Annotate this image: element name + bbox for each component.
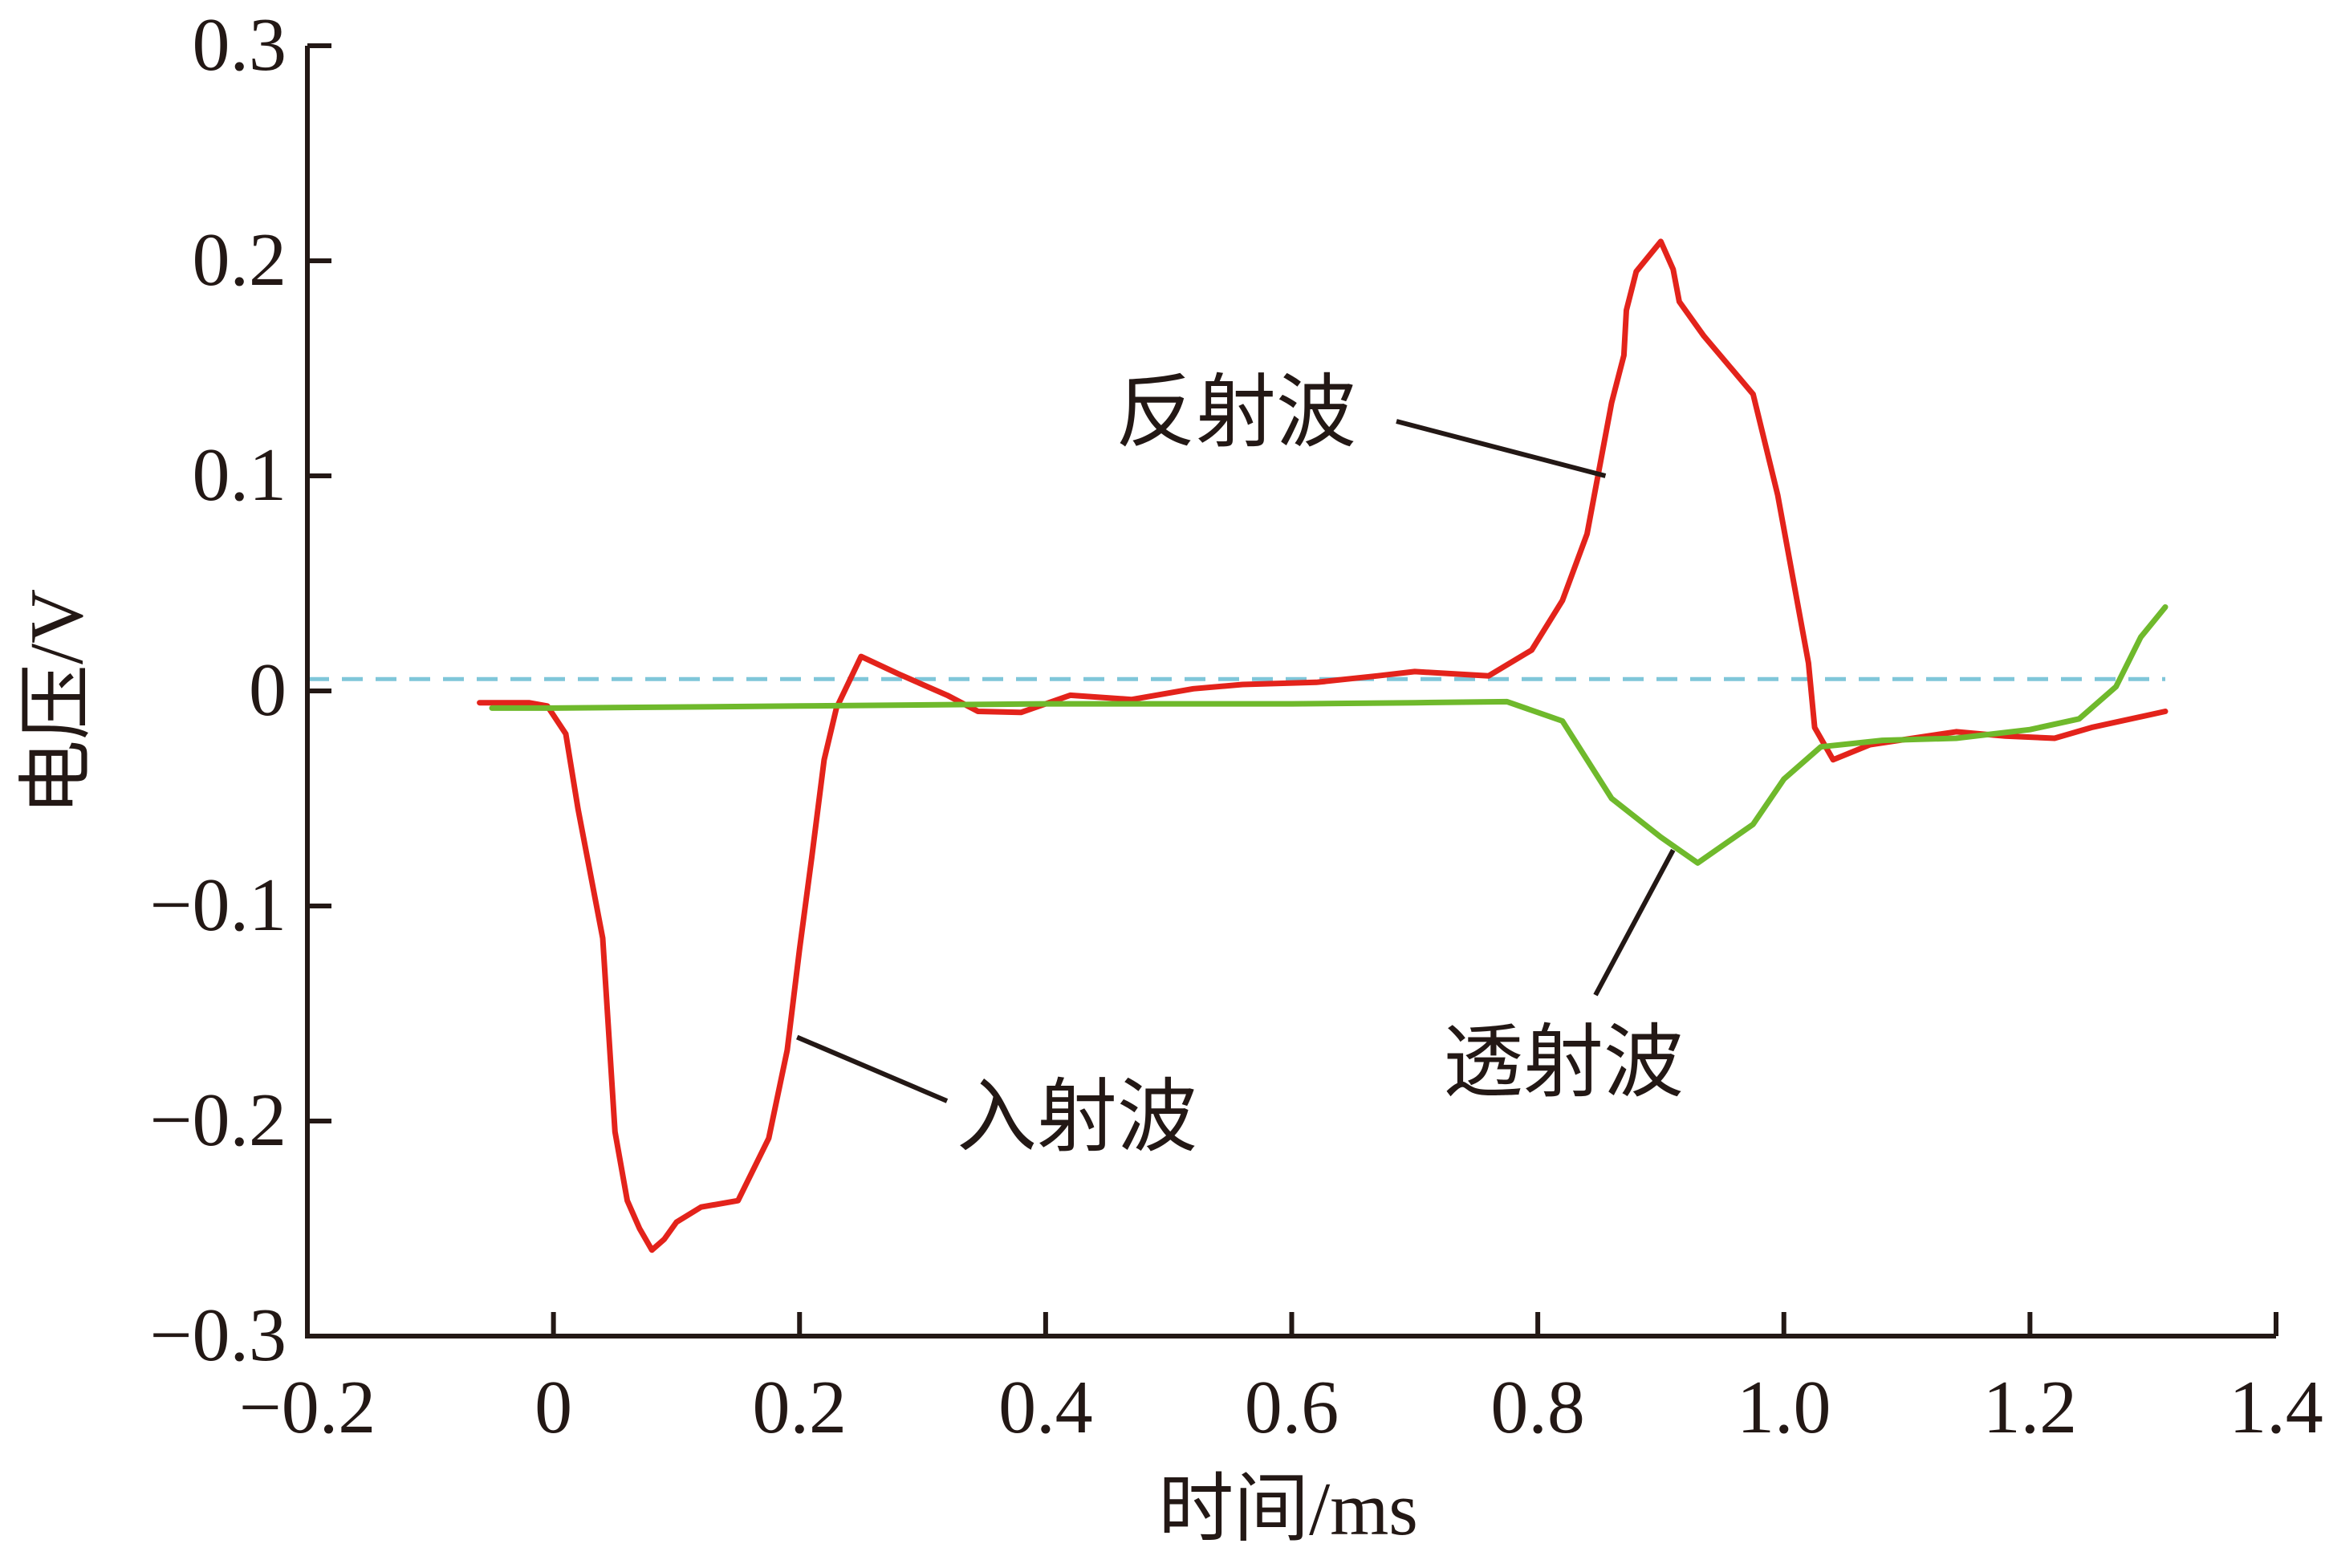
axes xyxy=(305,46,2276,1338)
y-tick-label: −0.2 xyxy=(149,1079,287,1162)
y-tick-label: −0.3 xyxy=(149,1294,287,1377)
series-layer xyxy=(477,238,2169,1253)
y-tick-label: 0.2 xyxy=(193,218,287,302)
transmitted-wave-line xyxy=(489,604,2169,866)
annotation-incident-wave: 入射波 xyxy=(957,1073,1197,1162)
leader-reflected-wave xyxy=(1396,419,1607,478)
x-tick-label: 1.0 xyxy=(1737,1366,1831,1449)
x-tick-label: −0.2 xyxy=(239,1366,376,1449)
ticks: 0.30.20.10−0.1−0.2−0.3−0.2 0 0.2 0.4 0.6 0.8 1… xyxy=(149,3,2323,1449)
y-tick-label: 0.1 xyxy=(193,433,287,517)
x-tick-label: 1.2 xyxy=(1983,1366,2078,1449)
y-tick-label: 0.3 xyxy=(193,3,287,87)
x-tick-label: 0.4 xyxy=(998,1366,1093,1449)
x-tick-label: 0 xyxy=(535,1366,572,1449)
annotation-reflected-wave: 反射波 xyxy=(1116,368,1356,457)
x-axis-title: 时间/ms xyxy=(1158,1468,1418,1551)
leader-incident-wave xyxy=(796,1034,949,1103)
x-tick-label: 0.6 xyxy=(1245,1366,1339,1449)
annotation-transmitted-wave: 透射波 xyxy=(1443,1018,1684,1107)
x-tick-label: 1.4 xyxy=(2229,1366,2323,1449)
y-axis-title: 电压/V xyxy=(15,589,99,815)
y-tick-label: −0.1 xyxy=(149,863,287,947)
y-tick-label: 0 xyxy=(249,648,287,732)
leader-transmitted-wave xyxy=(1593,848,1676,997)
annotation-leaders xyxy=(796,419,1676,1103)
reflected-incident-wave-line xyxy=(477,238,2169,1253)
x-tick-label: 0.8 xyxy=(1490,1366,1585,1449)
x-tick-label: 0.2 xyxy=(753,1366,847,1449)
